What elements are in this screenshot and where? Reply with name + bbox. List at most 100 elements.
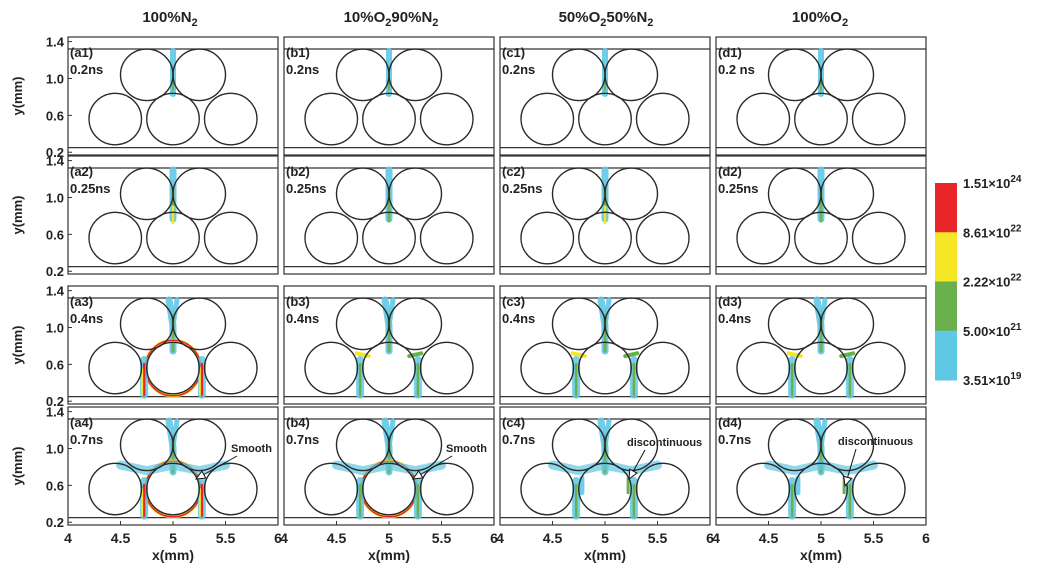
lower-electrode: [520, 462, 575, 516]
x-tick-label: 4: [496, 530, 504, 546]
upper-electrode: [172, 418, 227, 472]
x-axis-label: x(mm): [584, 547, 626, 563]
panel-a4: (a4) 0.7ns: [67, 406, 279, 526]
lower-electrode: [419, 211, 474, 265]
x-tick-label: 6: [490, 530, 498, 546]
panel-d4: (d4) 0.7ns: [715, 406, 927, 526]
x-tick-label: 4.5: [111, 530, 131, 546]
y-tick-label: 1.0: [46, 71, 64, 86]
panel-d3: (d3) 0.4ns: [715, 285, 927, 405]
annotation-text: Smooth: [446, 443, 487, 455]
panel-label: (d3): [718, 294, 742, 309]
panel-label: (b2): [286, 164, 310, 179]
colorbar-segment: [935, 281, 957, 332]
lower-electrode: [304, 92, 359, 146]
x-tick-label: 5: [601, 530, 609, 546]
lower-electrode: [304, 341, 359, 395]
lower-electrode: [203, 341, 258, 395]
lower-electrode: [520, 92, 575, 146]
colorbar-label: 3.51×1019: [963, 371, 1022, 388]
panel-label: (d4): [718, 415, 742, 430]
lower-electrode: [635, 462, 690, 516]
upper-electrode: [172, 167, 227, 221]
lower-electrode: [146, 341, 200, 395]
lower-electrode: [419, 462, 474, 516]
x-tick-label: 6: [922, 530, 930, 546]
x-tick-label: 6: [274, 530, 282, 546]
panel-c1: (c1) 0.2ns: [499, 36, 711, 156]
x-tick-label: 4.5: [543, 530, 563, 546]
lower-electrode: [520, 341, 575, 395]
y-tick-label: 1.0: [46, 190, 64, 205]
panel-b4: (b4) 0.7ns: [283, 406, 495, 526]
panel-time: 0.4ns: [502, 311, 535, 326]
x-tick-label: 4.5: [327, 530, 347, 546]
lower-electrode: [578, 211, 632, 265]
annotation-arrowhead: [194, 470, 207, 480]
upper-electrode: [820, 48, 875, 102]
lower-electrode: [851, 341, 906, 395]
lower-electrode: [578, 462, 632, 516]
y-tick-label: 1.4: [46, 405, 65, 420]
y-tick-label: 1.0: [46, 320, 64, 335]
lower-electrode: [851, 211, 906, 265]
lower-electrode: [520, 211, 575, 265]
panel-time: 0.25ns: [502, 181, 542, 196]
panel-d1: (d1) 0.2 ns: [715, 36, 927, 156]
y-tick-label: 0.2: [46, 394, 64, 409]
upper-electrode: [388, 297, 443, 351]
colorbar-segment: [935, 232, 957, 282]
upper-electrode: [604, 48, 659, 102]
x-tick-label: 5: [169, 530, 177, 546]
upper-electrode: [172, 297, 227, 351]
lower-electrode: [736, 341, 791, 395]
x-axis-label: x(mm): [368, 547, 410, 563]
panel-label: (a3): [70, 294, 93, 309]
upper-electrode: [172, 48, 227, 102]
upper-electrode: [820, 297, 875, 351]
upper-electrode: [388, 418, 443, 472]
panel-time: 0.2ns: [286, 62, 319, 77]
y-tick-label: 0.6: [46, 108, 64, 123]
x-axis-label: x(mm): [800, 547, 842, 563]
panel-c3: (c3) 0.4ns: [499, 285, 711, 405]
panel-a2: (a2) 0.25ns: [67, 155, 279, 275]
panel-time: 0.7ns: [502, 432, 535, 447]
column-title: 50%O250%N2: [559, 9, 654, 29]
upper-electrode: [820, 418, 875, 472]
lower-electrode: [578, 92, 632, 146]
column-title: 100%N2: [142, 9, 197, 29]
x-tick-label: 5.5: [432, 530, 452, 546]
y-tick-label: 0.6: [46, 478, 64, 493]
lower-electrode: [146, 462, 200, 516]
lower-electrode: [362, 211, 416, 265]
panel-label: (b3): [286, 294, 310, 309]
lower-electrode: [419, 341, 474, 395]
panel-b3: (b3) 0.4ns: [283, 285, 495, 405]
y-tick-label: 0.2: [46, 264, 64, 279]
x-tick-label: 5.5: [216, 530, 236, 546]
upper-electrode: [604, 167, 659, 221]
panel-d2: (d2) 0.25ns: [715, 155, 927, 275]
y-tick-label: 0.6: [46, 357, 64, 372]
y-tick-label: 1.4: [46, 35, 65, 50]
y-tick-label: 0.2: [46, 515, 64, 530]
lower-electrode: [635, 341, 690, 395]
y-tick-label: 0.2: [46, 145, 64, 160]
y-tick-label: 0.6: [46, 227, 64, 242]
upper-electrode: [604, 297, 659, 351]
colorbar-label: 2.22×1022: [963, 273, 1022, 290]
panel-c4: (c4) 0.7ns: [499, 406, 711, 526]
colorbar-segment: [935, 330, 957, 381]
annotation-arrowhead: [843, 475, 853, 488]
column-title: 10%O290%N2: [344, 9, 439, 29]
lower-electrode: [635, 211, 690, 265]
lower-electrode: [203, 92, 258, 146]
panel-label: (a2): [70, 164, 93, 179]
panel-time: 0.2ns: [70, 62, 103, 77]
lower-electrode: [304, 211, 359, 265]
lower-electrode: [736, 462, 791, 516]
panel-time: 0.4ns: [718, 311, 751, 326]
lower-electrode: [362, 341, 416, 395]
panel-time: 0.7ns: [70, 432, 103, 447]
